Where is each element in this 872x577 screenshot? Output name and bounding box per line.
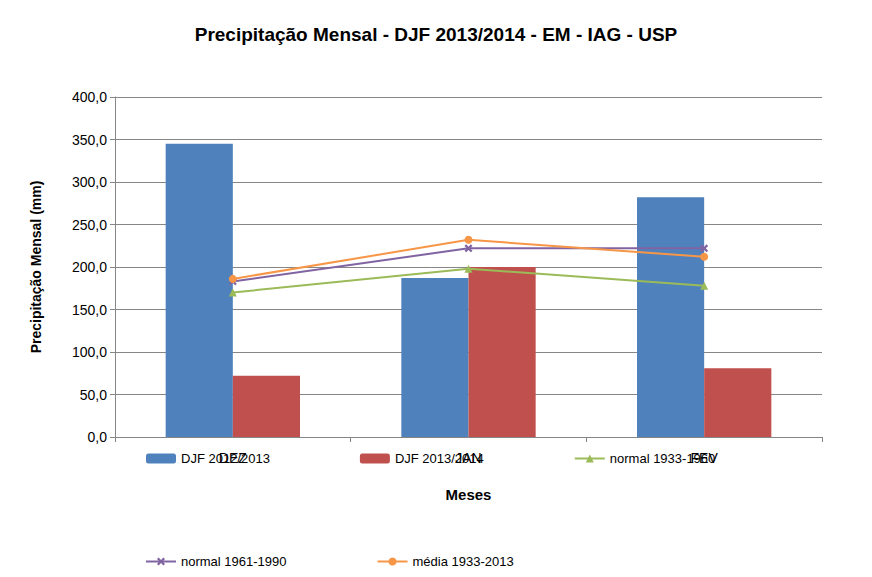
svg-text:350,0: 350,0: [72, 132, 107, 148]
svg-text:400,0: 400,0: [72, 89, 107, 105]
svg-text:Precipitação Mensal - DJF 2013: Precipitação Mensal - DJF 2013/2014 - EM…: [195, 24, 678, 45]
svg-text:DJF 2012/2013: DJF 2012/2013: [181, 451, 270, 466]
svg-text:250,0: 250,0: [72, 217, 107, 233]
svg-text:Precipitação Mensal (mm): Precipitação Mensal (mm): [28, 181, 44, 354]
svg-text:300,0: 300,0: [72, 174, 107, 190]
svg-text:50,0: 50,0: [80, 387, 107, 403]
svg-text:média 1933-2013: média 1933-2013: [413, 554, 514, 569]
svg-text:100,0: 100,0: [72, 344, 107, 360]
svg-text:normal 1961-1990: normal 1961-1990: [181, 554, 287, 569]
svg-text:normal 1933-1960: normal 1933-1960: [610, 451, 716, 466]
svg-text:150,0: 150,0: [72, 302, 107, 318]
svg-text:0,0: 0,0: [88, 429, 108, 445]
svg-text:DJF 2013/2014: DJF 2013/2014: [395, 451, 484, 466]
svg-text:200,0: 200,0: [72, 259, 107, 275]
svg-text:Meses: Meses: [446, 486, 492, 503]
